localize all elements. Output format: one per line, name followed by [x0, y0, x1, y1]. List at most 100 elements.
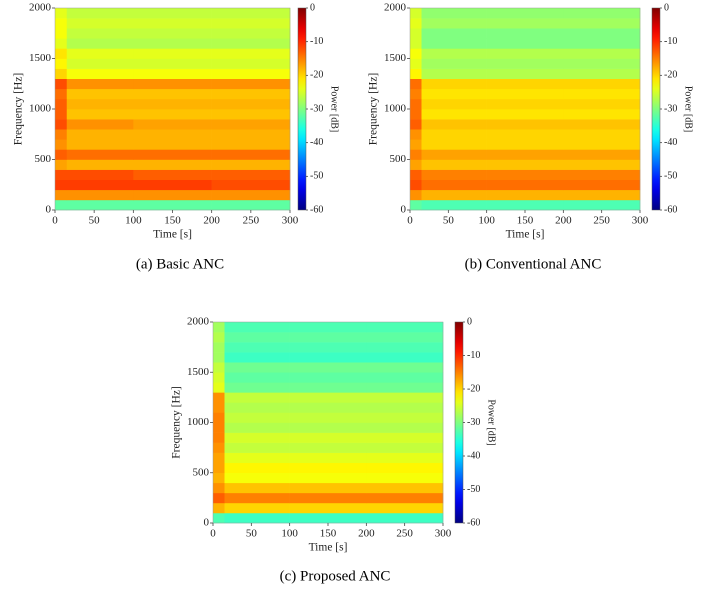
heatmap-cell [289, 322, 367, 333]
colorbar-tick-label: -40 [664, 137, 677, 148]
heatmap-cell [133, 58, 212, 69]
heatmap-cell [66, 48, 134, 59]
heatmap-cell [366, 422, 444, 433]
heatmap-cell [211, 58, 291, 69]
heatmap-cell [211, 88, 291, 100]
heatmap-cell [66, 8, 134, 19]
heatmap-cell [211, 129, 291, 140]
heatmap-cell [55, 18, 68, 29]
y-tick-label: 1000 [384, 103, 407, 115]
y-tick-label: 2000 [384, 2, 407, 14]
heatmap-cell [410, 78, 422, 90]
heatmap-cell [55, 199, 68, 211]
heatmap-cell [213, 372, 225, 383]
colorbar-label: Power [dB] [683, 86, 694, 132]
colorbar [651, 7, 661, 211]
heatmap-cell [410, 169, 422, 180]
heatmap-cell [486, 179, 564, 191]
heatmap-cell [289, 422, 367, 433]
heatmap-cell [55, 129, 68, 140]
colorbar [297, 7, 307, 211]
heatmap-cell [224, 452, 290, 463]
heatmap-cell [55, 28, 68, 39]
heatmap-cell [133, 149, 212, 160]
heatmap-cell [224, 322, 290, 333]
heatmap-cell [133, 169, 212, 180]
heatmap-cell [421, 78, 487, 90]
heatmap-cell [421, 48, 487, 59]
heatmap-cell [563, 8, 641, 19]
colorbar-tick-label: -30 [664, 103, 677, 114]
x-tick-label: 250 [243, 215, 260, 227]
heatmap-cell [224, 332, 290, 343]
heatmap-cell [211, 78, 291, 90]
heatmap-cell [563, 28, 641, 39]
y-tick-label: 1500 [384, 52, 407, 64]
heatmap-cell [213, 502, 225, 514]
heatmap-cell [366, 372, 444, 383]
x-tick-label: 150 [320, 528, 337, 540]
heatmap-cell [410, 129, 422, 140]
spectrogram [55, 8, 291, 211]
heatmap-cell [55, 58, 68, 69]
heatmap-cell [486, 88, 564, 100]
heatmap-cell [66, 199, 134, 211]
heatmap-cell [133, 109, 212, 120]
heatmap-cell [421, 199, 487, 211]
heatmap-cell [133, 199, 212, 211]
heatmap-cell [133, 68, 212, 79]
heatmap-cell [224, 502, 290, 514]
y-tick-label: 2000 [29, 2, 52, 14]
heatmap-cell [55, 149, 68, 160]
heatmap-cell [486, 48, 564, 59]
heatmap-cell [421, 159, 487, 170]
heatmap-cell [366, 412, 444, 423]
heatmap-cell [55, 98, 68, 110]
heatmap-cell [486, 109, 564, 120]
x-tick-label: 100 [478, 215, 495, 227]
heatmap-cell [55, 8, 68, 19]
heatmap-cell [211, 179, 291, 191]
caption: (c) Proposed ANC [280, 568, 391, 584]
heatmap-cell [563, 18, 641, 29]
caption: (a) Basic ANC [136, 256, 224, 272]
heatmap-cell [66, 109, 134, 120]
heatmap-cell [224, 362, 290, 373]
heatmap-cell [410, 48, 422, 59]
heatmap-cell [55, 78, 68, 90]
y-tick-label: 1000 [187, 416, 210, 428]
heatmap-cell [224, 442, 290, 453]
y-tick-label: 500 [193, 466, 210, 478]
heatmap-cell [486, 169, 564, 180]
heatmap-cell [289, 442, 367, 453]
y-tick-label: 2000 [187, 316, 210, 328]
heatmap-cell [211, 18, 291, 29]
colorbar-tick-label: -60 [467, 517, 480, 528]
heatmap-cell [289, 392, 367, 403]
colorbar-tick-label: -50 [664, 171, 677, 182]
heatmap-cell [55, 159, 68, 170]
heatmap-cell [213, 432, 225, 443]
heatmap-cell [55, 68, 68, 79]
y-tick-label: 500 [390, 153, 407, 165]
heatmap-cell [486, 119, 564, 130]
y-tick-label: 0 [401, 204, 407, 216]
heatmap-cell [66, 189, 134, 201]
heatmap-cell [289, 492, 367, 504]
heatmap-cell [366, 462, 444, 474]
x-tick-label: 300 [435, 528, 452, 540]
x-tick-label: 300 [282, 215, 299, 227]
heatmap-cell [211, 119, 291, 130]
heatmap-cell [66, 169, 134, 180]
heatmap-cell [410, 88, 422, 100]
heatmap-cell [421, 38, 487, 49]
heatmap-cell [289, 402, 367, 413]
heatmap-cell [366, 382, 444, 393]
colorbar-tick-label: -50 [467, 484, 480, 495]
heatmap-cell [410, 18, 422, 29]
heatmap-cell [486, 149, 564, 160]
heatmap-cell [366, 502, 444, 514]
heatmap-cell [66, 119, 134, 130]
y-axis-label: Frequency [Hz] [13, 73, 25, 145]
